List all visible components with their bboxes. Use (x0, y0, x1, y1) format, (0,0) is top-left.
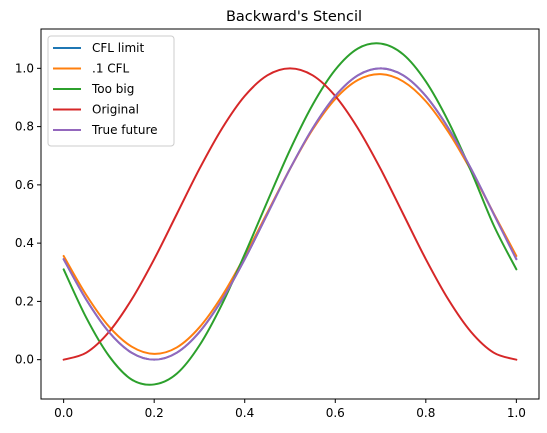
legend-label-4: True future (91, 123, 158, 137)
y-tick-label: 0.8 (15, 120, 34, 134)
x-tick-label: 1.0 (507, 406, 526, 420)
y-tick-label: 1.0 (15, 61, 34, 75)
x-tick-label: 0.0 (54, 406, 73, 420)
legend-label-0: CFL limit (92, 41, 144, 55)
y-axis: 0.0 0.2 0.4 0.6 0.8 1.0 (15, 61, 41, 367)
x-tick-label: 0.6 (326, 406, 345, 420)
legend-box (47, 35, 175, 147)
legend: CFL limit .1 CFL Too big Original True futur… (47, 35, 175, 147)
legend-label-3: Original (92, 103, 139, 117)
x-tick-label: 0.4 (235, 406, 254, 420)
y-tick-label: 0.0 (15, 353, 34, 367)
plot-frame (40, 28, 540, 400)
x-tick-label: 0.8 (416, 406, 435, 420)
legend-label-2: Too big (91, 82, 134, 96)
chart-title: Backward's Stencil (226, 9, 362, 25)
x-tick-label: 0.2 (145, 406, 164, 420)
legend-label-1: .1 CFL (92, 62, 130, 76)
plot-lines (62, 42, 518, 386)
y-tick-label: 0.2 (15, 294, 34, 308)
series-line-2 (62, 42, 518, 386)
series-line-4 (62, 67, 518, 361)
x-axis: 0.0 0.2 0.4 0.6 0.8 1.0 (54, 399, 526, 420)
y-tick-label: 0.4 (15, 236, 34, 250)
series-line-3 (62, 67, 518, 361)
y-tick-label: 0.6 (15, 178, 34, 192)
